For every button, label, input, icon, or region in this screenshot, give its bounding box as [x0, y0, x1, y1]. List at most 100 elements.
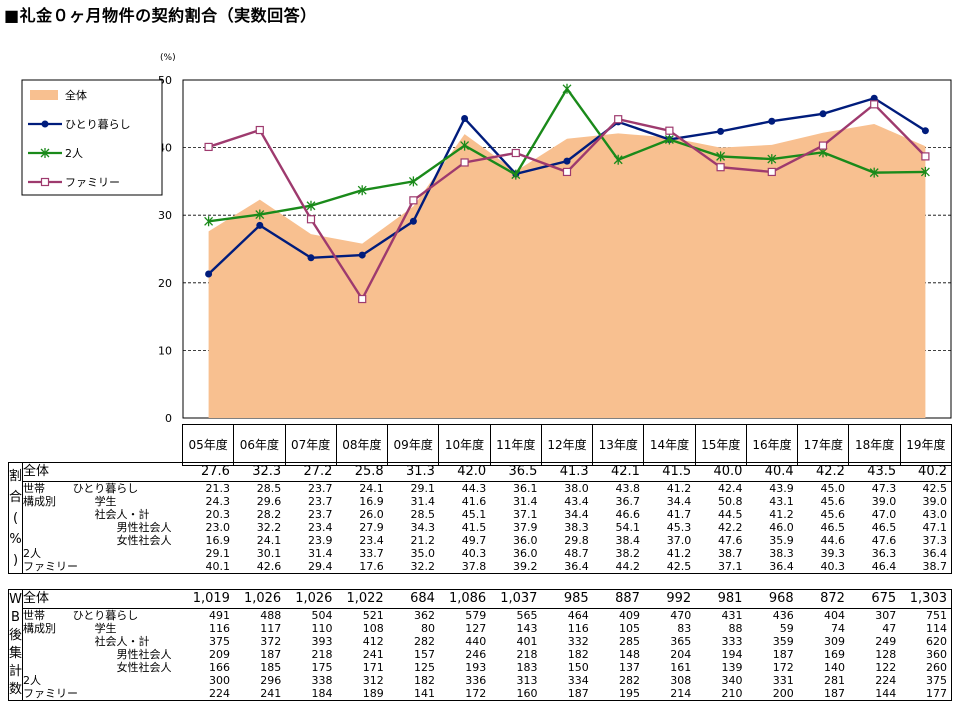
table-cell: 31.4 — [410, 495, 435, 508]
table-cell: 393 — [311, 635, 333, 648]
table-cell: 187 — [823, 687, 845, 700]
table-cell: 45.6 — [820, 508, 845, 521]
table-cell: 50.8 — [717, 495, 743, 508]
table-cell: 36.4 — [564, 560, 589, 573]
table-cell: 40.3 — [820, 560, 845, 573]
y-tick-label: 20 — [158, 277, 172, 290]
group-label: 2人 — [23, 674, 42, 687]
table-cell: 44.5 — [717, 508, 743, 521]
table-cell: 40.2 — [900, 462, 952, 482]
point-ファミリー-16年度 — [767, 167, 776, 177]
table-cell: 47.3 — [871, 482, 897, 495]
legend-marker — [40, 148, 50, 158]
x-tick-label: 07年度 — [284, 424, 337, 466]
table-cell: 23.7 — [307, 495, 333, 508]
y-unit-label: (%) — [160, 53, 176, 63]
table-cell: 29.1 — [205, 547, 230, 560]
table-cell: 39.0 — [871, 495, 897, 508]
point-ファミリー-05年度 — [204, 142, 213, 152]
legend-label: ファミリー — [65, 176, 120, 189]
table-cell: 27.2 — [285, 462, 337, 482]
x-tick-label: 19年度 — [899, 424, 953, 466]
legend-marker — [40, 177, 50, 187]
row-label: 女性社会人 — [116, 661, 172, 674]
table-cell: 177 — [926, 687, 947, 700]
point-2人-14年度 — [664, 134, 674, 145]
table-cell: 46.6 — [615, 508, 640, 521]
table-cell: 36.5 — [490, 462, 542, 482]
table-cell: 872 — [797, 589, 849, 609]
point-ひとり暮らし-19年度 — [921, 127, 929, 135]
table-cell: 308 — [670, 674, 692, 687]
table-cell: 40.4 — [746, 462, 798, 482]
legend-swatch — [30, 90, 58, 100]
table-cell: 47 — [882, 622, 897, 635]
table-cell: 281 — [823, 674, 845, 687]
legend-label: 2人 — [65, 147, 83, 160]
x-tick-label: 08年度 — [335, 424, 389, 466]
x-tick-label: 05年度 — [181, 424, 235, 466]
y-tick-label: 10 — [158, 344, 172, 357]
table-cell: 143 — [516, 622, 538, 635]
table-cell: 1,026 — [285, 589, 337, 609]
table-cell: 313 — [516, 674, 538, 687]
table-cell: 48.7 — [564, 547, 589, 560]
table-cell: 36.4 — [769, 560, 794, 573]
table-cell: 36.0 — [512, 547, 538, 560]
point-ファミリー-14年度 — [665, 126, 674, 135]
point-ひとり暮らし-12年度 — [563, 157, 571, 165]
y-tick-label: 30 — [158, 209, 172, 222]
table-cell: 166 — [208, 661, 230, 674]
table-cell: 470 — [670, 609, 692, 622]
point-ファミリー-08年度 — [358, 294, 367, 304]
table-cell: 184 — [311, 687, 333, 700]
table-cell: 45.1 — [461, 508, 487, 521]
table-cell: 36.4 — [922, 547, 948, 560]
table-cell: 117 — [260, 622, 282, 635]
table-cell: 968 — [746, 589, 798, 609]
row-label: 全体 — [22, 462, 183, 482]
table-cell: 171 — [362, 661, 384, 674]
point-ひとり暮らし-17年度 — [819, 110, 827, 118]
group-label — [23, 534, 73, 547]
table-cell: 37.9 — [512, 521, 538, 534]
point-ファミリー-17年度 — [818, 141, 828, 150]
table-cell: 43.5 — [848, 462, 901, 482]
side-label: 割合(%) — [8, 462, 24, 574]
table-cell: 194 — [721, 648, 743, 661]
point-ファミリー-13年度 — [614, 115, 623, 124]
row-label: ひとり暮らし — [72, 609, 139, 622]
table-cell: 372 — [260, 635, 282, 648]
percentage-table: 割合(%) 全体 27.6 32.3 27.2 25.8 31.3 42.0 36.5 41.3 4… — [8, 462, 952, 574]
x-tick-label: 15年度 — [694, 424, 747, 466]
point-2人-18年度 — [869, 167, 879, 178]
table-cell: 37.0 — [666, 534, 692, 547]
table-cell: 436 — [772, 609, 794, 622]
table-cell: 39.3 — [820, 547, 845, 560]
table-cell: 40.3 — [461, 547, 487, 560]
table-cell: 41.5 — [643, 462, 696, 482]
table-cell: 42.1 — [592, 462, 644, 482]
table-cell: 464 — [567, 609, 589, 622]
table-cell: 331 — [772, 674, 794, 687]
table-cell: 360 — [926, 648, 947, 661]
point-ファミリー-11年度 — [511, 148, 520, 158]
table-cell: 282 — [618, 674, 640, 687]
table-cell: 209 — [208, 648, 230, 661]
x-tick-label: 10年度 — [438, 424, 491, 466]
table-cell: 440 — [465, 635, 487, 648]
table-cell: 187 — [260, 648, 282, 661]
table-cell: 31.4 — [307, 547, 333, 560]
table-cell: 29.6 — [256, 495, 282, 508]
table-cell: 336 — [465, 674, 487, 687]
table-cell: 41.2 — [666, 547, 692, 560]
table-cell: 241 — [362, 648, 384, 661]
y-tick-label: 0 — [165, 412, 172, 425]
table-cell: 187 — [567, 687, 589, 700]
table-cell: 45.0 — [820, 482, 845, 495]
table-cell: 210 — [721, 687, 743, 700]
table-cell: 224 — [875, 674, 897, 687]
table-cell: 160 — [516, 687, 538, 700]
table-cell: 35.9 — [769, 534, 794, 547]
